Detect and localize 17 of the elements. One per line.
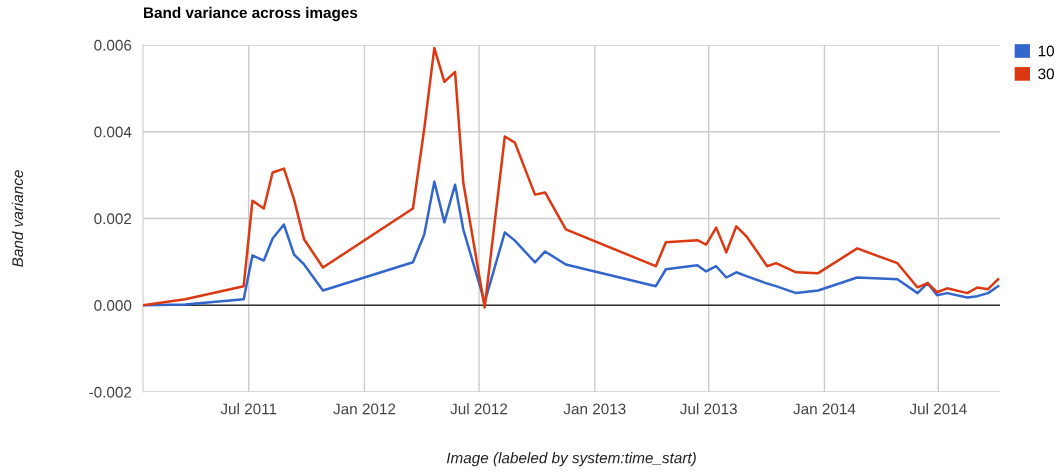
y-tick-label: 0.002 <box>94 213 132 225</box>
y-tick-label: 0.006 <box>94 39 132 51</box>
y-tick-label: 0.000 <box>94 300 132 311</box>
legend-label: 30 <box>1038 68 1054 80</box>
x-tick-label: Jul 2012 <box>450 403 508 415</box>
chart-title: Band variance across images <box>144 6 358 22</box>
y-axis-title: Band variance <box>11 170 24 267</box>
x-tick-label: Jul 2014 <box>909 403 967 415</box>
y-tick-label: -0.002 <box>89 386 132 398</box>
y-tick-label: 0.004 <box>94 126 132 138</box>
x-tick-label: Jul 2011 <box>220 403 277 415</box>
x-tick-label: Jan 2012 <box>333 403 396 415</box>
legend-label: 10 <box>1038 45 1054 57</box>
x-tick-label: Jul 2013 <box>680 403 737 415</box>
x-tick-label: Jan 2014 <box>793 403 856 415</box>
x-axis-title: Image (labeled by system:time_start) <box>446 452 696 467</box>
x-tick-label: Jan 2013 <box>563 403 626 415</box>
